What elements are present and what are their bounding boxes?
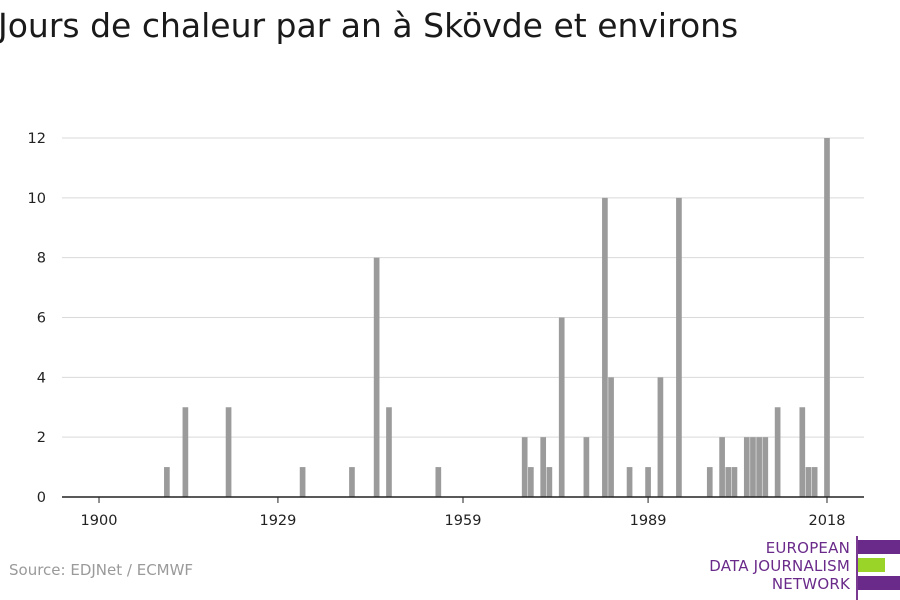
bar bbox=[645, 467, 651, 497]
bar bbox=[725, 467, 732, 497]
bar bbox=[774, 407, 781, 497]
bar bbox=[719, 437, 725, 497]
edjnet-logo[interactable]: EUROPEAN DATA JOURNALISM NETWORK bbox=[700, 536, 900, 600]
logo-bar-purple-bottom bbox=[858, 576, 900, 590]
bar bbox=[546, 467, 553, 497]
bar bbox=[299, 467, 306, 497]
bar bbox=[750, 437, 756, 497]
bar bbox=[805, 467, 812, 497]
gridlines bbox=[62, 137, 864, 438]
bar bbox=[743, 437, 750, 497]
y-tick-label: 4 bbox=[37, 370, 46, 386]
bar bbox=[540, 437, 547, 497]
bar bbox=[762, 437, 769, 497]
bar bbox=[799, 407, 806, 497]
logo-text-data-journalism: DATA JOURNALISM bbox=[709, 557, 850, 575]
bar bbox=[373, 257, 380, 497]
bar bbox=[528, 467, 534, 497]
bar bbox=[756, 437, 762, 497]
bar bbox=[558, 317, 565, 497]
x-tick-label: 1959 bbox=[445, 513, 482, 529]
bar bbox=[676, 197, 682, 498]
y-tick-label: 12 bbox=[28, 131, 46, 147]
logo-bar-purple-top bbox=[858, 540, 900, 554]
bar bbox=[811, 467, 818, 497]
x-tick-label: 1929 bbox=[259, 513, 296, 529]
bar bbox=[182, 407, 189, 497]
logo-text-european: EUROPEAN bbox=[765, 539, 850, 557]
bar bbox=[706, 467, 713, 497]
bar bbox=[657, 377, 664, 497]
bar bbox=[626, 467, 633, 497]
bar bbox=[164, 467, 170, 497]
y-tick-label: 6 bbox=[37, 311, 46, 327]
bars bbox=[164, 138, 830, 498]
y-tick-label: 8 bbox=[37, 251, 46, 267]
x-tick-label: 1900 bbox=[81, 513, 118, 529]
bar-chart: 0 2 4 6 8 10 12 1900 1929 1959 1989 2018 bbox=[28, 131, 864, 529]
bar bbox=[608, 377, 614, 497]
y-tick-label: 0 bbox=[37, 490, 46, 506]
logo-bar-green bbox=[858, 558, 885, 572]
source-note: Source: EDJNet / ECMWF bbox=[9, 561, 194, 579]
bar bbox=[386, 407, 392, 497]
y-tick-labels: 0 2 4 6 8 10 12 bbox=[28, 131, 46, 506]
x-axis: 1900 1929 1959 1989 2018 bbox=[62, 496, 864, 529]
bar bbox=[602, 197, 608, 498]
logo-divider bbox=[856, 536, 858, 600]
bar bbox=[225, 407, 232, 497]
y-tick-label: 2 bbox=[37, 430, 46, 446]
bar bbox=[824, 138, 830, 497]
bar bbox=[435, 467, 442, 497]
bar bbox=[731, 467, 738, 497]
x-tick-label: 2018 bbox=[809, 513, 846, 529]
bar bbox=[349, 467, 355, 497]
bar bbox=[583, 437, 590, 497]
logo-text-network: NETWORK bbox=[771, 575, 850, 593]
bar bbox=[521, 437, 528, 497]
y-tick-label: 10 bbox=[28, 191, 46, 207]
chart-title: Jours de chaleur par an à Skövde et envi… bbox=[0, 6, 739, 45]
x-tick-label: 1989 bbox=[630, 513, 667, 529]
